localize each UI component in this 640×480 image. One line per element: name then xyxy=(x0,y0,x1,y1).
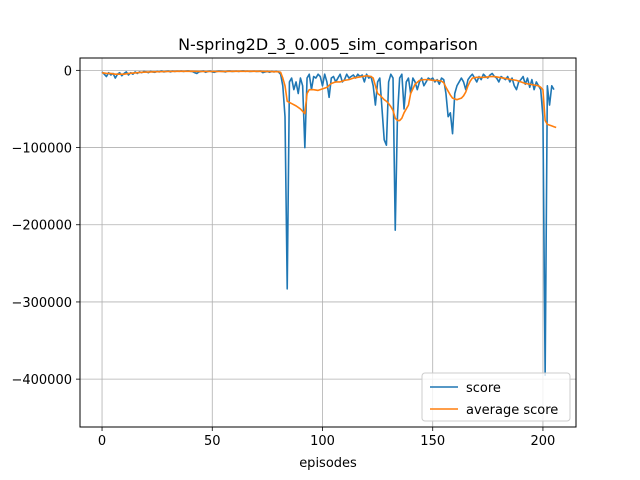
x-tick-label: 200 xyxy=(531,434,556,449)
y-tick-label: −200000 xyxy=(11,219,72,234)
x-tick-label: 100 xyxy=(310,434,335,449)
y-axis-ticks: 0 −100000 −200000 −300000 −400000 xyxy=(11,64,80,388)
x-axis-label: episodes xyxy=(299,456,357,471)
x-tick-label: 150 xyxy=(420,434,445,449)
y-tick-label: 0 xyxy=(64,64,72,79)
chart-title: N-spring2D_3_0.005_sim_comparison xyxy=(178,35,478,55)
y-tick-label: −100000 xyxy=(11,142,72,157)
y-tick-label: −400000 xyxy=(11,373,72,388)
x-tick-label: 50 xyxy=(204,434,221,449)
axes-frame xyxy=(79,57,577,428)
legend-box xyxy=(421,372,571,422)
y-tick-label: −300000 xyxy=(11,296,72,311)
legend-label: score xyxy=(466,381,501,396)
x-tick-label: 0 xyxy=(98,434,106,449)
plot-area xyxy=(101,70,557,377)
legend: score average score xyxy=(421,372,571,422)
series-line-average-score xyxy=(101,70,557,129)
legend-label: average score xyxy=(466,403,558,418)
x-axis-ticks: 0 50 100 150 200 xyxy=(98,427,555,449)
